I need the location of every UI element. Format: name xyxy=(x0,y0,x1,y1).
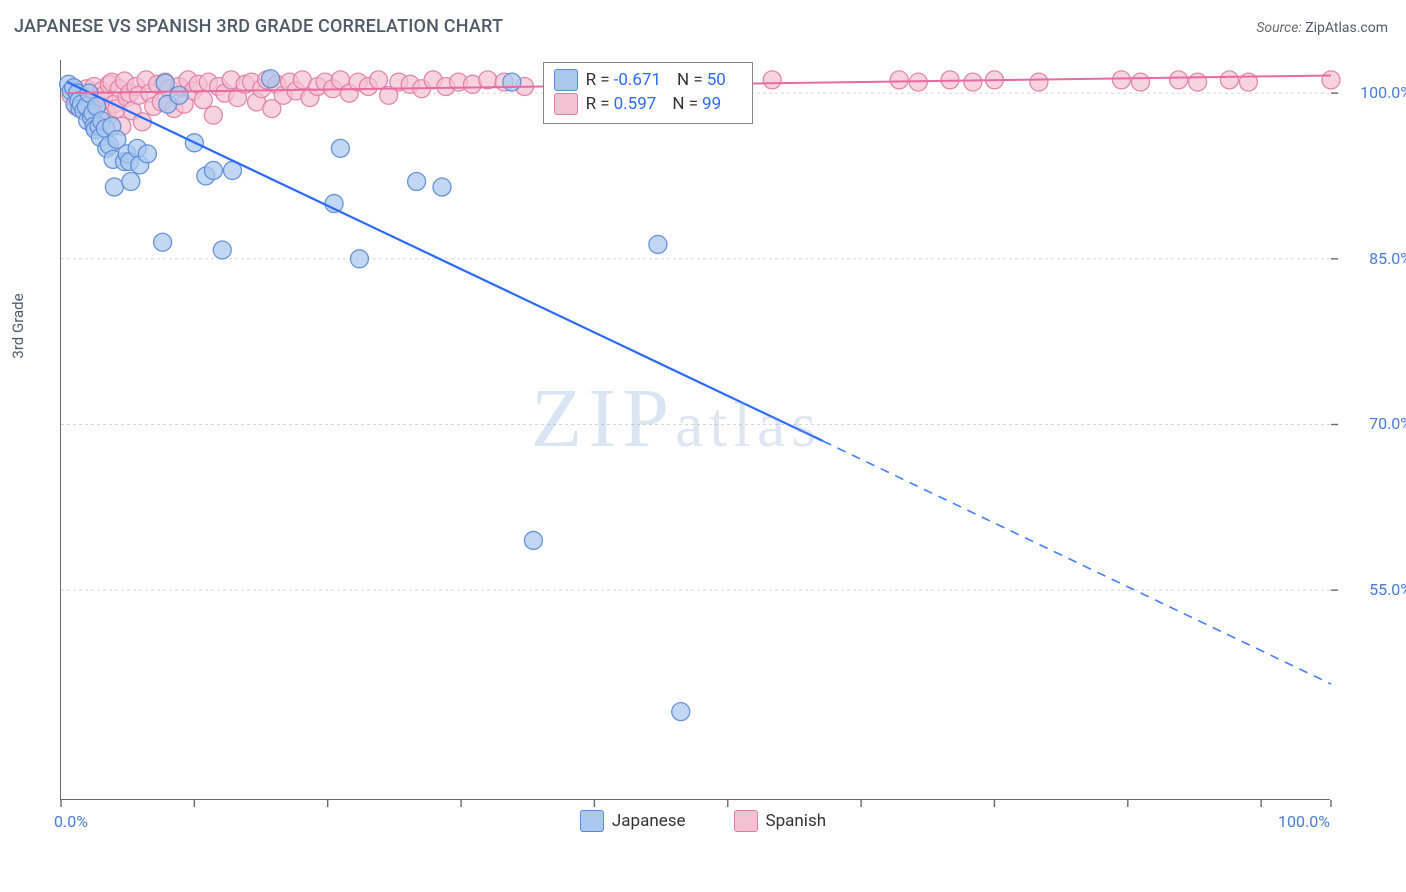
y-tick-label: 100.0% xyxy=(1342,83,1406,102)
legend-item: Japanese xyxy=(580,810,686,832)
stats-legend-box: R =-0.671N =50 R =0.597N =99 xyxy=(543,62,753,124)
legend-swatch xyxy=(554,69,578,91)
chart-title: JAPANESE VS SPANISH 3RD GRADE CORRELATIO… xyxy=(14,16,503,37)
legend-label: Spanish xyxy=(766,811,827,831)
source-attribution: Source: ZipAtlas.com xyxy=(1256,20,1388,36)
y-tick-label: 70.0% xyxy=(1342,414,1406,433)
legend-stat-text: R =-0.671N =50 xyxy=(586,70,742,90)
y-axis-label: 3rd Grade xyxy=(9,226,27,426)
scatter-chart-svg xyxy=(61,60,1330,799)
stats-legend-row: R =0.597N =99 xyxy=(554,93,742,115)
series-legend: Japanese Spanish xyxy=(0,810,1406,832)
legend-stat-text: R =0.597N =99 xyxy=(586,94,738,114)
stats-legend-row: R =-0.671N =50 xyxy=(554,69,742,91)
y-tick-label: 55.0% xyxy=(1342,580,1406,599)
y-tick-label: 85.0% xyxy=(1342,249,1406,268)
legend-item: Spanish xyxy=(734,810,827,832)
legend-swatch xyxy=(734,810,758,832)
legend-label: Japanese xyxy=(612,811,686,831)
x-tick-label: 100.0% xyxy=(1278,812,1330,831)
source-label: Source: xyxy=(1256,20,1301,36)
legend-swatch xyxy=(554,93,578,115)
chart-plot-area: ZIPatlas xyxy=(60,60,1330,800)
x-tick-label: 0.0% xyxy=(54,812,88,831)
source-value: ZipAtlas.com xyxy=(1305,20,1388,36)
legend-swatch xyxy=(580,810,604,832)
